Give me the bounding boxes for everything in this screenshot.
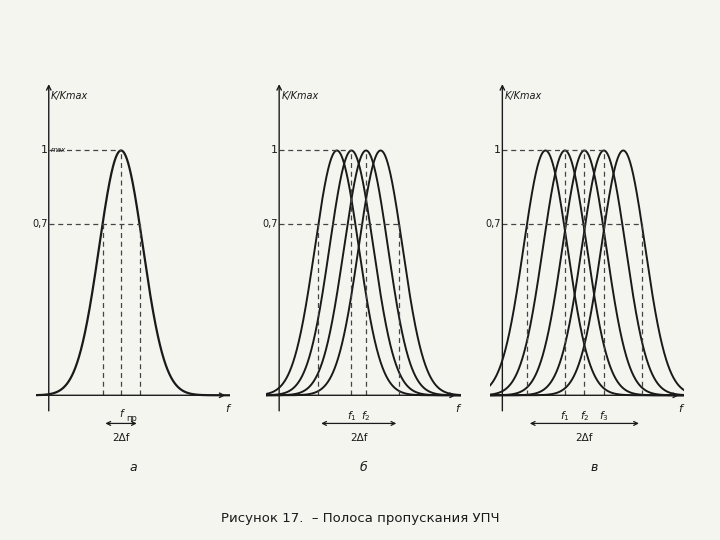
Text: $f_1$: $f_1$ (560, 409, 570, 422)
Text: f: f (225, 404, 229, 414)
Text: 0,7: 0,7 (32, 219, 48, 229)
Text: 1: 1 (271, 145, 278, 156)
Text: 2Δf: 2Δf (112, 433, 130, 443)
Text: пр: пр (126, 414, 137, 423)
Text: а: а (130, 461, 137, 474)
Text: f: f (678, 404, 683, 414)
Text: K/Kmax: K/Kmax (505, 91, 542, 101)
Text: 0,7: 0,7 (263, 219, 278, 229)
Text: 2Δf: 2Δf (575, 433, 593, 443)
Text: max: max (51, 147, 66, 153)
Text: $f_3$: $f_3$ (599, 409, 608, 422)
Text: 1: 1 (494, 145, 501, 156)
Text: f: f (455, 404, 459, 414)
Text: K/Kmax: K/Kmax (282, 91, 319, 101)
Text: f: f (120, 409, 123, 419)
Text: $f_2$: $f_2$ (580, 409, 589, 422)
Text: $f_2$: $f_2$ (361, 409, 371, 422)
Text: K/Kmax: K/Kmax (51, 91, 89, 101)
Text: 0,7: 0,7 (486, 219, 501, 229)
Text: 1: 1 (40, 145, 48, 156)
Text: Рисунок 17.  – Полоса пропускания УПЧ: Рисунок 17. – Полоса пропускания УПЧ (221, 512, 499, 525)
Text: б: б (360, 461, 367, 474)
Text: в: в (590, 461, 598, 474)
Text: 2Δf: 2Δf (350, 433, 367, 443)
Text: $f_1$: $f_1$ (346, 409, 356, 422)
